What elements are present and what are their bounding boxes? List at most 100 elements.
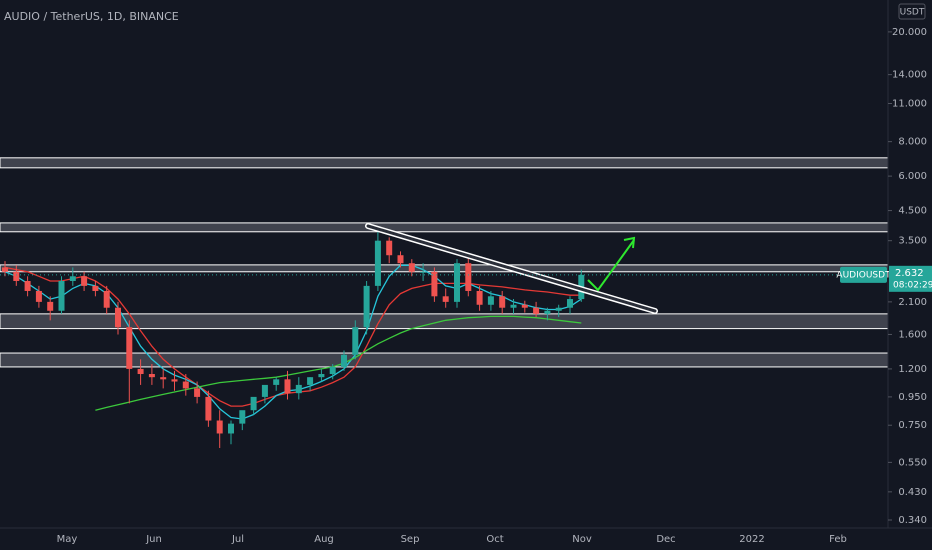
candle-body	[228, 423, 234, 434]
y-tick-label: 20.000	[892, 27, 927, 38]
candle-body	[295, 384, 302, 394]
zone	[0, 157, 889, 169]
candle-body	[465, 263, 472, 291]
zone	[0, 222, 889, 233]
candle-body	[352, 327, 359, 355]
candle-body	[386, 240, 393, 256]
candle-body	[250, 396, 257, 411]
x-tick-label: Dec	[656, 534, 675, 545]
y-tick-label: 0.340	[898, 515, 927, 526]
x-tick-label: Jul	[231, 534, 244, 545]
ma-line	[4, 266, 582, 407]
y-tick-label: 11.000	[892, 99, 927, 110]
candle-body	[397, 255, 404, 264]
y-tick-label: 0.750	[898, 420, 927, 431]
candle-body	[171, 379, 178, 382]
candle-body	[510, 304, 517, 308]
candle-body	[261, 384, 268, 397]
candle-body	[544, 310, 551, 314]
candle-body	[487, 296, 494, 305]
candle-body	[239, 410, 246, 424]
candle-body	[329, 366, 336, 375]
candle-body	[567, 299, 573, 308]
moving-averages	[4, 264, 582, 420]
candle-body	[307, 377, 314, 385]
symbol-label: AUDIOUSDT	[836, 270, 891, 280]
candle-body	[521, 304, 528, 308]
candle-body	[533, 307, 540, 314]
candle-body	[341, 354, 347, 367]
candle-body	[160, 377, 167, 380]
candle-body	[318, 374, 325, 378]
candle-body	[103, 290, 110, 308]
ma-line	[4, 264, 582, 420]
countdown: 08:02:29	[893, 280, 932, 290]
candle-body	[194, 388, 201, 397]
candle-body	[24, 280, 31, 291]
candle-body	[284, 379, 291, 394]
candle-body	[454, 263, 460, 302]
x-tick-label: Sep	[401, 534, 420, 545]
candle-body	[2, 267, 8, 272]
candle-body	[273, 379, 280, 385]
x-tick-label: Nov	[572, 534, 592, 545]
candle-body	[35, 290, 42, 302]
candle-body	[92, 285, 99, 291]
x-tick-label: May	[57, 534, 78, 545]
y-tick-label: 2.100	[898, 297, 927, 308]
projection-arrow	[587, 236, 636, 292]
ma-line	[95, 315, 582, 411]
trendline-fill	[366, 224, 657, 313]
x-tick-label: 2022	[739, 534, 764, 545]
x-tick-label: Oct	[486, 534, 503, 545]
y-tick-label: 6.000	[898, 171, 927, 182]
candle-body	[182, 381, 189, 389]
zone	[0, 264, 889, 273]
candle-body	[205, 396, 212, 421]
candle-body	[126, 327, 133, 369]
y-tick-label: 4.500	[898, 206, 927, 217]
candle-body	[499, 296, 506, 308]
zone	[0, 352, 889, 368]
candle-body	[81, 276, 88, 286]
candle-body	[58, 280, 65, 311]
zones	[0, 157, 889, 368]
y-tick-label: 14.000	[892, 70, 927, 81]
candle-body	[555, 307, 562, 311]
candle-body	[374, 240, 381, 286]
candle-body	[431, 271, 438, 297]
candle-body	[216, 420, 223, 434]
candle-body	[442, 296, 449, 302]
y-tick-label: 1.600	[898, 329, 927, 340]
chart-title: AUDIO / TetherUS, 1D, BINANCE	[4, 10, 179, 23]
time-axis	[0, 528, 932, 550]
unit-box	[898, 3, 926, 20]
y-tick-label: 0.550	[898, 457, 927, 468]
x-tick-label: Feb	[829, 534, 847, 545]
candle-body	[363, 285, 370, 328]
candle-body	[476, 290, 483, 305]
last-price-label: 2.632	[895, 268, 924, 279]
candle-body	[408, 263, 415, 272]
candle-body	[115, 307, 121, 328]
y-tick-label: 8.000	[898, 137, 927, 148]
arrow-path	[587, 239, 635, 292]
candle-body	[13, 271, 20, 281]
y-tick-label: 0.950	[898, 392, 927, 403]
price-tag-box	[889, 265, 932, 292]
y-tick-label: 3.500	[898, 236, 927, 247]
y-tick-label: 0.430	[898, 487, 927, 498]
x-tick-label: Aug	[314, 534, 334, 545]
candle-body	[148, 374, 155, 378]
y-tick-label: 1.200	[898, 364, 927, 375]
y-unit: USDT	[900, 8, 925, 18]
symbol-tag	[840, 266, 887, 283]
arrow-head	[623, 236, 636, 249]
candle-body	[69, 276, 76, 281]
trendline	[365, 223, 658, 314]
candle-body	[47, 301, 54, 311]
candles	[2, 230, 585, 449]
candle-body	[137, 368, 144, 375]
